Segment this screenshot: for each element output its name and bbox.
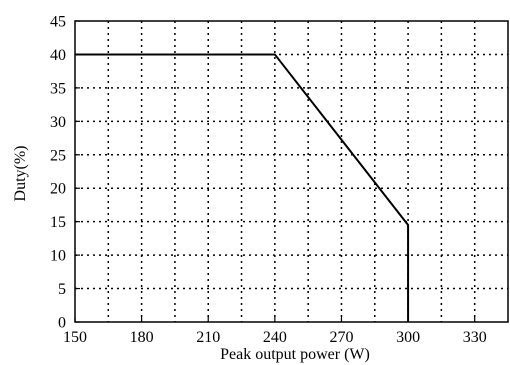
- y-tick-label-30: 30: [50, 114, 66, 131]
- y-tick-label-5: 5: [58, 281, 66, 298]
- y-axis-title: Duty(%): [12, 146, 29, 202]
- x-axis-title: Peak output power (W): [220, 346, 370, 363]
- y-tick-label-0: 0: [58, 315, 66, 332]
- y-tick-label-15: 15: [50, 214, 66, 231]
- x-tick-label-240: 240: [263, 329, 287, 346]
- x-tick-label-330: 330: [463, 329, 487, 346]
- y-tick-label-20: 20: [50, 181, 66, 198]
- y-tick-label-40: 40: [50, 47, 66, 64]
- y-tick-label-25: 25: [50, 147, 66, 164]
- y-tick-label-35: 35: [50, 80, 66, 97]
- y-tick-label-45: 45: [50, 14, 66, 31]
- grid: [75, 21, 508, 322]
- x-tick-label-300: 300: [396, 329, 420, 346]
- x-tick-label-180: 180: [130, 329, 154, 346]
- y-axis-ticks: 0 5 10 15 20 25 30 35 40 45: [50, 14, 80, 332]
- x-axis-ticks: 150 180 210 240 270 300 330: [63, 317, 487, 346]
- series-line-0: [75, 53, 410, 322]
- plot-frame: [74, 20, 509, 323]
- x-tick-label-270: 270: [329, 329, 353, 346]
- x-tick-label-210: 210: [196, 329, 220, 346]
- x-tick-label-150: 150: [63, 329, 87, 346]
- y-tick-label-10: 10: [50, 248, 66, 265]
- series-layer: [75, 53, 410, 322]
